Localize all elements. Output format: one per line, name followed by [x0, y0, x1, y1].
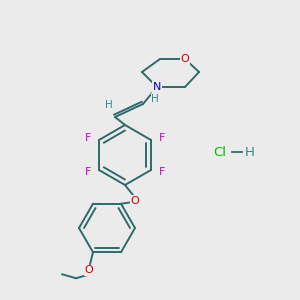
- Text: O: O: [130, 196, 140, 206]
- Text: F: F: [85, 167, 91, 177]
- Text: Cl: Cl: [214, 146, 226, 158]
- Text: O: O: [85, 265, 93, 275]
- Text: F: F: [85, 133, 91, 143]
- Text: F: F: [159, 167, 165, 177]
- Text: F: F: [159, 133, 165, 143]
- Text: H: H: [151, 94, 159, 104]
- Text: H: H: [245, 146, 255, 158]
- Text: H: H: [105, 100, 113, 110]
- Text: N: N: [153, 82, 161, 92]
- Text: O: O: [181, 54, 189, 64]
